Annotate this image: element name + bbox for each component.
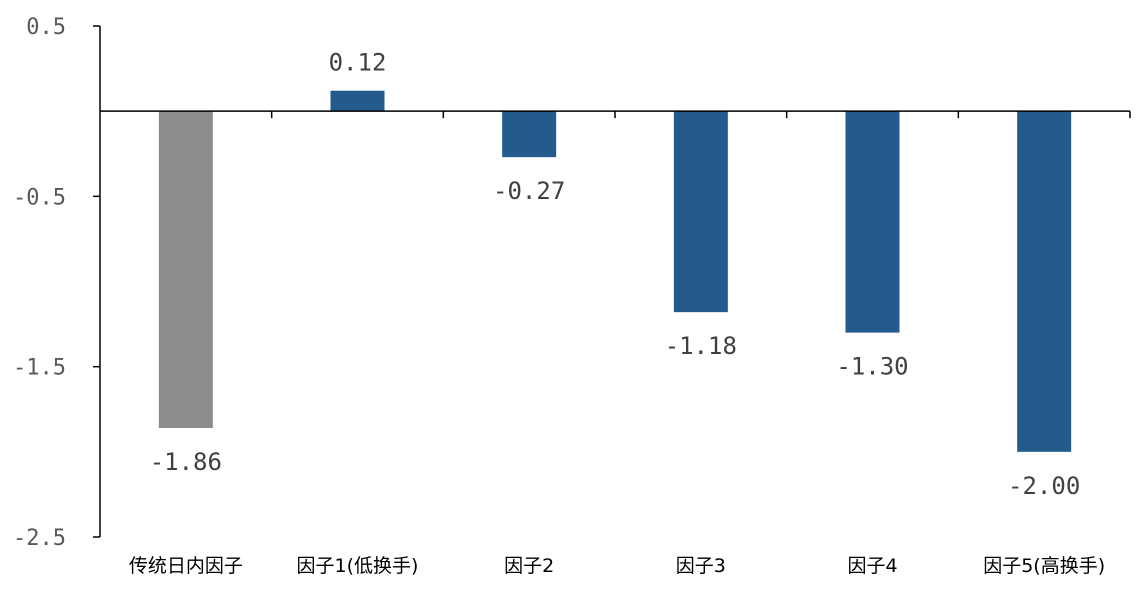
data-label: -2.00 [1008,472,1080,500]
category-labels: 传统日内因子 因子1(低换手) 因子2 因子3 因子4 因子5(高换手) [129,555,1105,577]
category-label: 因子2 [504,555,554,577]
category-label: 因子4 [847,555,897,577]
bar [158,111,213,428]
data-label: -1.18 [665,332,737,360]
y-tick-label: -0.5 [13,185,66,210]
data-label: 0.12 [329,49,387,77]
data-labels: -1.86 0.12 -0.27 -1.18 -1.30 -2.00 [150,49,1081,500]
y-tick-label: -2.5 [13,526,66,551]
bar [330,90,385,112]
bar [845,111,900,333]
bar [502,111,557,158]
data-label: -1.30 [836,353,908,381]
y-axis: 0.5 -0.5 -1.5 -2.5 [13,15,101,551]
category-label: 因子1(低换手) [297,555,419,577]
category-label: 传统日内因子 [129,555,243,577]
category-label: 因子5(高换手) [983,555,1105,577]
bars [158,90,1072,452]
data-label: -1.86 [150,448,222,476]
data-label: -0.27 [493,177,565,205]
category-label: 因子3 [676,555,726,577]
bar [1017,111,1072,452]
y-tick-label: 0.5 [26,15,66,40]
y-tick-label: -1.5 [13,356,66,381]
bar [673,111,728,313]
x-axis [100,110,1131,119]
